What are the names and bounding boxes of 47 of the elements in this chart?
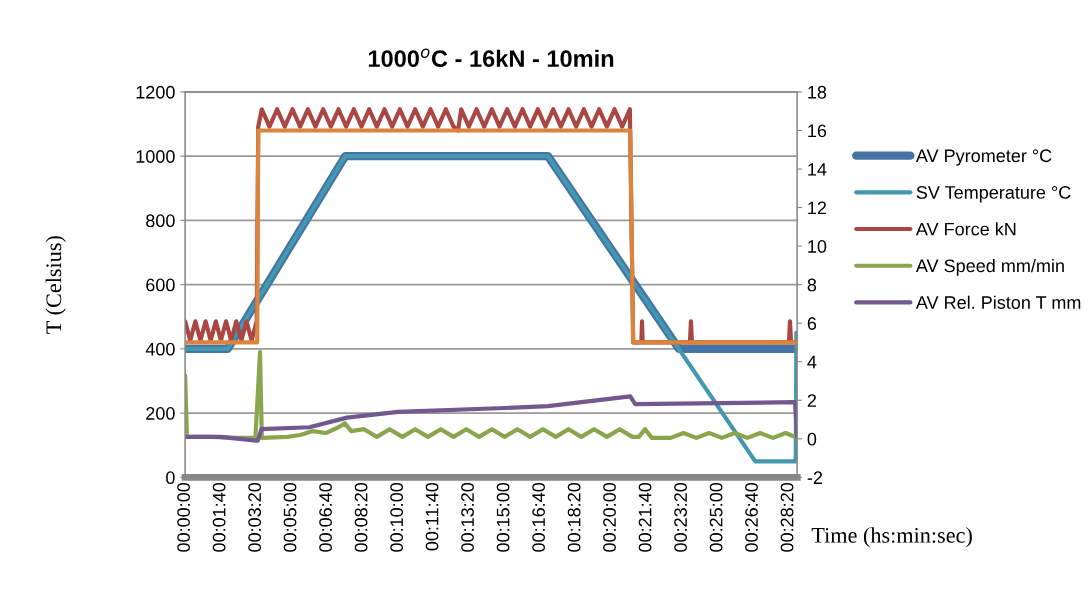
line-series: [185, 350, 798, 440]
x-tick-label: 00:00:00: [177, 482, 190, 552]
y-tick-label: 600: [146, 278, 175, 292]
y2-tick-label: 12: [808, 201, 827, 215]
x-tick-label: 00:08:20: [354, 482, 368, 552]
x-tick-label: 00:21:40: [638, 482, 652, 552]
legend-label: AV Force kN: [915, 222, 1016, 236]
x-tick-label: 00:11:40: [425, 482, 439, 551]
x-tick-label: 00:28:20: [780, 482, 794, 552]
x-tick-label: 00:13:20: [461, 482, 474, 552]
x-tick-label: 00:16:40: [532, 482, 545, 552]
y2-tick-label: 2: [807, 394, 817, 407]
y-tick-label: 800: [146, 214, 175, 228]
legend-label: AV Speed mm/min: [915, 258, 1064, 276]
x-tick-label: 00:18:20: [567, 482, 581, 552]
x-tick-label: 00:10:00: [390, 482, 404, 552]
x-tick-label: 00:15:00: [496, 482, 510, 552]
x-tick-label: 00:20:00: [603, 482, 616, 552]
y2-tick-label: 8: [807, 278, 817, 292]
y2-tick-label: 4: [807, 355, 817, 369]
y2-tick-label: 6: [807, 317, 817, 330]
line-series: [185, 154, 798, 464]
y2-tick-label: 16: [808, 124, 827, 138]
x-tick-label: 00:05:00: [283, 482, 297, 552]
legend-label: SV Temperature °C: [916, 186, 1071, 203]
y-axis-title: T (Celsius): [45, 236, 66, 334]
y-tick-label: 200: [146, 407, 175, 420]
y2-tick-label: -2: [807, 471, 823, 484]
x-tick-label: 00:25:00: [709, 482, 723, 552]
x-tick-label: 00:03:20: [248, 482, 262, 552]
legend-label: AV Rel. Piston T mm: [915, 295, 1081, 309]
y-tick-label: 1000: [136, 150, 175, 163]
x-tick-label: 00:23:20: [674, 482, 687, 552]
x-tick-label: 00:01:40: [212, 482, 226, 552]
line-series: [185, 394, 798, 443]
y2-tick-label: 10: [808, 240, 827, 253]
x-tick-label: 00:06:40: [319, 482, 332, 552]
y-tick-label: 400: [145, 342, 175, 356]
y2-tick-label: 0: [807, 432, 817, 446]
y2-tick-label: 14: [808, 163, 827, 176]
x-axis-title: Time (hs:min:sec): [811, 527, 972, 548]
x-tick-label: 00:26:40: [745, 482, 758, 552]
legend-label: AV Pyrometer °C: [915, 149, 1052, 166]
y-tick-label: 0: [166, 471, 175, 485]
y-tick-label: 1200: [136, 85, 175, 99]
y2-tick-label: 18: [808, 85, 827, 99]
chart-title: 1000$^{o}$C - 16kN - 10min: [368, 48, 614, 68]
